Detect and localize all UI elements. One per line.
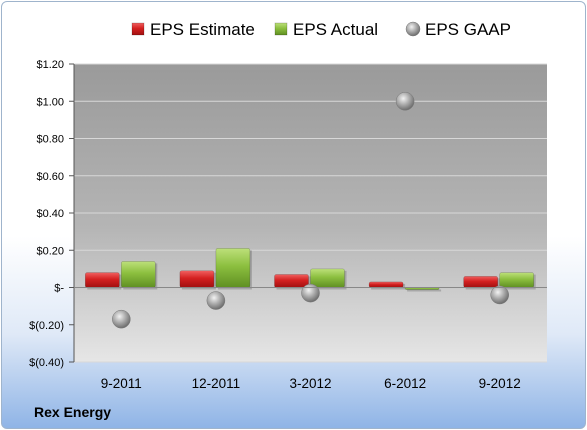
y-tick-label: $0.80 [36,134,64,146]
y-tick-label: $1.20 [36,59,64,71]
y-tick-label: $1.00 [36,96,64,108]
point-eps-gaap [301,283,320,303]
legend-label: EPS GAAP [425,20,511,39]
bar-eps-actual [121,261,156,288]
bar-eps-estimate [463,276,499,288]
point-eps-gaap [206,291,226,310]
bar-eps-estimate [85,272,120,288]
company-name: Rex Energy [34,404,112,420]
point-eps-gaap [490,285,509,305]
legend-swatch [405,21,421,37]
bar-eps-actual [499,272,535,288]
y-tick-label: $(0.20) [29,320,64,332]
axes: $1.20 $1.00 $0.80 $0.60 $0.40 $0.20 $- $(0.20) $… [29,59,547,391]
legend-label: EPS Actual [293,20,378,39]
x-category-label: 3-2012 [289,376,331,391]
bar-shadow [407,289,442,292]
data-marks [85,92,536,329]
y-tick-label: $0.40 [36,208,64,220]
bar-eps-estimate [368,281,404,288]
x-category-label: 9-2011 [101,376,142,391]
y-tick-label: $0.20 [36,245,64,257]
legend-swatch [274,22,288,36]
x-category-label: 12-2011 [192,376,241,391]
y-tick-label: $- [54,283,64,295]
legend: EPS Estimate EPS Actual EPS GAAP [131,20,511,39]
bar-eps-actual [215,248,251,288]
point-eps-gaap [112,309,131,329]
legend-label: EPS Estimate [150,20,255,39]
legend-swatch [131,22,145,36]
point-eps-gaap [395,92,415,111]
x-category-label: 6-2012 [384,376,426,391]
bar-eps-estimate [274,274,309,288]
bar-eps-actual [310,268,345,288]
bar-eps-estimate [179,270,215,288]
x-category-label: 9-2012 [479,376,521,391]
y-tick-label: $0.60 [36,171,64,183]
y-tick-label: $(0.40) [29,357,64,369]
